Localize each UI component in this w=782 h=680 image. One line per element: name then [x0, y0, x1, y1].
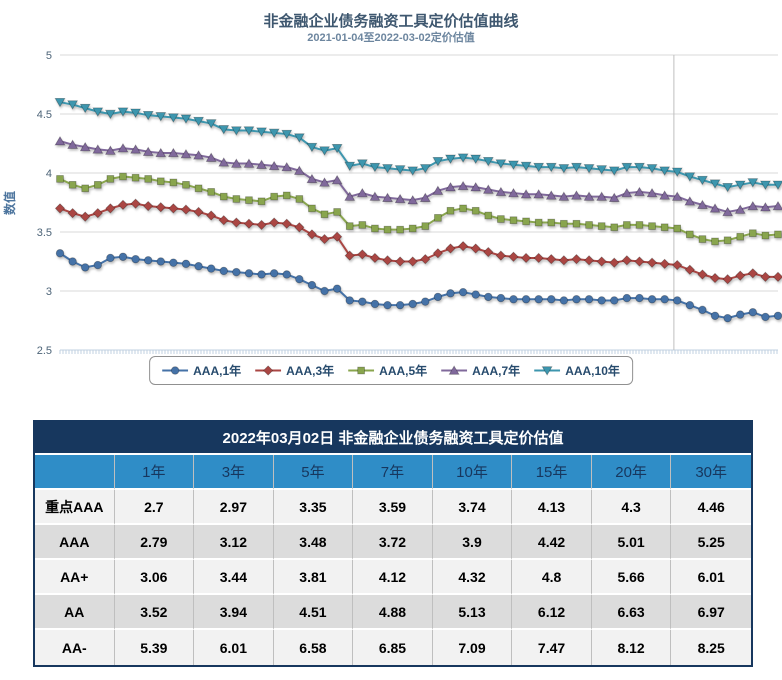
- legend-label: AAA,1年: [193, 364, 242, 378]
- column-header: [35, 455, 115, 490]
- tenor-value-cell: 6.01: [194, 630, 274, 665]
- tenor-value-cell: 5.25: [671, 525, 751, 560]
- table-row: 重点AAA 2.7 2.97 3.35 3.59 3.74 4.13 4.3 4.46: [35, 490, 751, 525]
- rating-label: AA+: [35, 560, 115, 595]
- column-header: 15年: [512, 455, 592, 490]
- y-tick-label: 2.5: [37, 345, 52, 356]
- column-header: 7年: [353, 455, 433, 490]
- y-tick-label: 4: [46, 168, 52, 180]
- pricing-curve-chart: 2.5 3 3.5 4 4.5 5 数值 非金融企业债务融资工具定价估值曲线 2021-01…: [2, 13, 782, 385]
- valuation-grid: 1年 3年 5年 7年 10年 15年 20年 30年 重点AAA 2.7 2.97 3.35 3.59…: [35, 455, 751, 665]
- tenor-value-cell: 3.74: [432, 490, 513, 525]
- legend-label: AAA,7年: [472, 364, 521, 378]
- tenor-value-cell: 2.97: [194, 490, 274, 525]
- y-tick-label: 3.5: [37, 227, 52, 239]
- legend-item-aaa-10-[interactable]: AAA,10年: [534, 362, 620, 379]
- tenor-value-cell: 4.88: [353, 595, 433, 630]
- tenor-value-cell: 7.47: [512, 630, 592, 665]
- legend-marker-icon: [441, 365, 468, 375]
- tenor-value-cell: 4.46: [671, 490, 751, 525]
- table-row: AAA 2.79 3.12 3.48 3.72 3.9 4.42 5.01 5.25: [35, 525, 751, 560]
- y-axis-title: 数值: [2, 191, 17, 215]
- series-aaa-1-: [55, 249, 782, 323]
- legend-marker-icon: [534, 366, 561, 376]
- rating-label: AA-: [35, 630, 115, 665]
- legend-item-aaa-1-[interactable]: AAA,1年: [162, 362, 241, 379]
- tenor-value-cell: 8.25: [671, 630, 751, 665]
- tenor-value-cell: 2.7: [114, 490, 195, 525]
- column-header: 5年: [273, 455, 354, 490]
- series-aaa-3-: [54, 198, 782, 285]
- tenor-value-cell: 4.3: [591, 490, 672, 525]
- tenor-value-cell: 4.13: [512, 490, 592, 525]
- tenor-value-cell: 3.35: [273, 490, 354, 525]
- series-aaa-10-: [54, 98, 782, 193]
- tenor-value-cell: 3.44: [194, 560, 274, 595]
- tenor-value-cell: 4.12: [353, 560, 433, 595]
- tenor-value-cell: 8.12: [591, 630, 672, 665]
- tenor-value-cell: 2.79: [114, 525, 195, 560]
- y-tick-label: 3: [46, 286, 52, 298]
- chart-title: 非金融企业债务融资工具定价估值曲线: [263, 13, 519, 30]
- tenor-value-cell: 7.09: [432, 630, 513, 665]
- series-aaa-5-: [56, 172, 782, 246]
- column-header: 30年: [671, 455, 751, 490]
- table-row: AA 3.52 3.94 4.51 4.88 5.13 6.12 6.63 6.97: [35, 595, 751, 630]
- tenor-value-cell: 3.59: [353, 490, 433, 525]
- legend-item-aaa-5-[interactable]: AAA,5年: [348, 362, 427, 379]
- y-tick-label: 4.5: [37, 109, 52, 121]
- tenor-value-cell: 3.06: [114, 560, 195, 595]
- valuation-table: 2022年03月02日 非金融企业债务融资工具定价估值 1年 3年 5年 7年 10年 1…: [33, 420, 753, 667]
- series-aaa-7-: [54, 135, 782, 217]
- tenor-value-cell: 5.01: [591, 525, 672, 560]
- tenor-value-cell: 5.39: [114, 630, 195, 665]
- chart-legend: AAA,1年 AAA,3年 AAA,5年 AAA,7年 AAA,10年: [149, 356, 633, 385]
- tenor-value-cell: 6.97: [671, 595, 751, 630]
- chart-subtitle: 2021-01-04至2022-03-02定价估值: [307, 32, 475, 44]
- column-header: 10年: [432, 455, 513, 490]
- tenor-value-cell: 5.13: [432, 595, 513, 630]
- rating-label: AAA: [35, 525, 115, 560]
- tenor-value-cell: 6.12: [512, 595, 592, 630]
- tenor-value-cell: 3.48: [273, 525, 354, 560]
- tenor-value-cell: 4.32: [432, 560, 513, 595]
- rating-label: AA: [35, 595, 115, 630]
- tenor-value-cell: 5.66: [591, 560, 672, 595]
- column-header: 1年: [114, 455, 195, 490]
- header-row: 1年 3年 5年 7年 10年 15年 20年 30年: [35, 455, 751, 490]
- tenor-value-cell: 3.72: [353, 525, 433, 560]
- tenor-value-cell: 6.58: [273, 630, 354, 665]
- tenor-value-cell: 4.42: [512, 525, 592, 560]
- legend-label: AAA,5年: [379, 364, 428, 378]
- rating-label: 重点AAA: [35, 490, 115, 525]
- tenor-value-cell: 4.51: [273, 595, 354, 630]
- table-row: AA+ 3.06 3.44 3.81 4.12 4.32 4.8 5.66 6.01: [35, 560, 751, 595]
- column-header: 3年: [194, 455, 274, 490]
- tenor-value-cell: 3.81: [273, 560, 354, 595]
- legend-item-aaa-3-[interactable]: AAA,3年: [255, 362, 334, 379]
- x-axis: [59, 349, 778, 354]
- tenor-value-cell: 6.85: [353, 630, 433, 665]
- tenor-value-cell: 3.94: [194, 595, 274, 630]
- tenor-value-cell: 3.52: [114, 595, 195, 630]
- legend-marker-icon: [348, 366, 375, 375]
- legend-marker-icon: [162, 366, 189, 375]
- tenor-value-cell: 6.63: [591, 595, 672, 630]
- legend-label: AAA,3年: [286, 364, 335, 378]
- tenor-value-cell: 4.8: [512, 560, 592, 595]
- legend-item-aaa-7-[interactable]: AAA,7年: [441, 362, 520, 379]
- table-row: AA- 5.39 6.01 6.58 6.85 7.09 7.47 8.12 8.25: [35, 630, 751, 665]
- column-header: 20年: [591, 455, 672, 490]
- legend-label: AAA,10年: [565, 364, 620, 378]
- legend-marker-icon: [255, 365, 282, 376]
- tenor-value-cell: 3.12: [194, 525, 274, 560]
- tenor-value-cell: 3.9: [432, 525, 513, 560]
- y-tick-label: 5: [46, 50, 52, 62]
- tenor-value-cell: 6.01: [671, 560, 751, 595]
- plot-area: 2.5 3 3.5 4 4.5 5 数值: [2, 50, 782, 356]
- table-title: 2022年03月02日 非金融企业债务融资工具定价估值: [35, 422, 751, 455]
